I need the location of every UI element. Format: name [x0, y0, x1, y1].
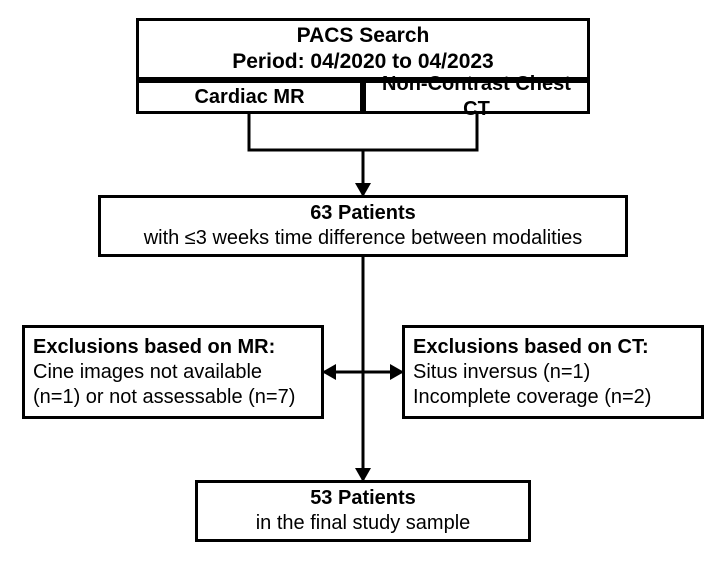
p63-line2: with ≤3 weeks time difference between mo…: [144, 226, 583, 251]
node-cardiac-mr: Cardiac MR: [136, 80, 363, 114]
edge-cmr-down: [249, 114, 363, 150]
cmr-label: Cardiac MR: [194, 85, 304, 110]
node-chest-ct: Non-Contrast Chest CT: [363, 80, 590, 114]
excl-mr-title: Exclusions based on MR:: [33, 335, 275, 360]
node-53-patients: 53 Patients in the final study sample: [195, 480, 531, 542]
p63-line1: 63 Patients: [310, 201, 416, 226]
ct-label: Non-Contrast Chest CT: [366, 72, 587, 122]
excl-mr-line1: Cine images not available: [33, 360, 262, 385]
node-pacs-search: PACS Search Period: 04/2020 to 04/2023: [136, 18, 590, 80]
node-exclusions-ct: Exclusions based on CT: Situs inversus (…: [402, 325, 704, 419]
excl-ct-line1: Situs inversus (n=1): [413, 360, 590, 385]
node-63-patients: 63 Patients with ≤3 weeks time differenc…: [98, 195, 628, 257]
pacs-line1: PACS Search: [297, 23, 430, 49]
excl-mr-line2: (n=1) or not assessable (n=7): [33, 385, 295, 410]
excl-ct-title: Exclusions based on CT:: [413, 335, 649, 360]
excl-ct-line2: Incomplete coverage (n=2): [413, 385, 651, 410]
p53-line2: in the final study sample: [256, 511, 471, 536]
node-exclusions-mr: Exclusions based on MR: Cine images not …: [22, 325, 324, 419]
p53-line1: 53 Patients: [310, 486, 416, 511]
